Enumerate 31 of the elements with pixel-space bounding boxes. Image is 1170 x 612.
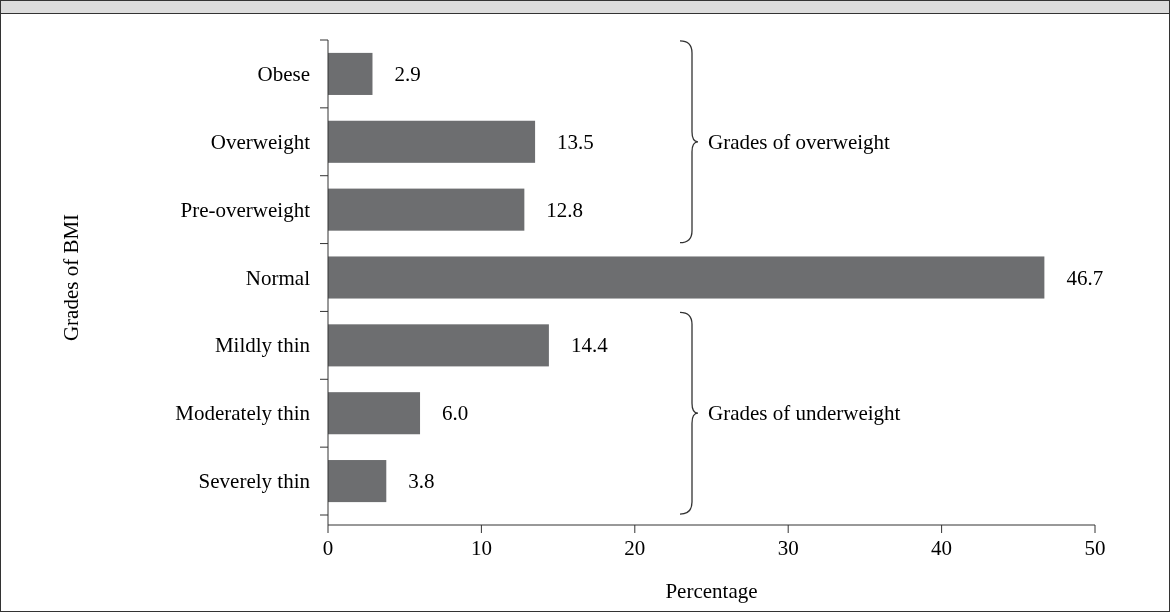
x-tick-label: 30 xyxy=(777,536,799,560)
data-label: 6.0 xyxy=(442,401,469,426)
y-tick-label: Pre-overweight xyxy=(180,197,311,222)
annotation: Grades of overweight xyxy=(708,129,891,154)
y-tick-label: Normal xyxy=(245,265,311,290)
y-axis-title: Grades of BMI xyxy=(59,213,83,342)
annotation: Grades of underweight xyxy=(708,401,901,426)
x-axis-title: Percentage xyxy=(665,579,758,603)
bar xyxy=(328,120,536,163)
x-tick-label: 50 xyxy=(1084,536,1106,560)
data-label: 12.8 xyxy=(546,197,584,222)
x-tick-label: 20 xyxy=(624,536,646,560)
data-label: 3.8 xyxy=(408,469,435,494)
y-tick-label: Overweight xyxy=(210,129,311,154)
y-tick-label: Mildly thin xyxy=(214,333,311,358)
bar xyxy=(328,460,387,503)
bar xyxy=(328,52,373,95)
bar xyxy=(328,256,1045,299)
x-tick-label: 0 xyxy=(322,536,334,560)
y-tick-label: Severely thin xyxy=(198,469,311,494)
bar xyxy=(328,324,549,367)
y-tick-label: Moderately thin xyxy=(175,401,311,426)
data-label: 14.4 xyxy=(570,333,609,358)
x-tick-label: 40 xyxy=(931,536,953,560)
bar xyxy=(328,392,421,435)
x-tick-label: 10 xyxy=(470,536,492,560)
data-label: 46.7 xyxy=(1066,265,1104,290)
bar xyxy=(328,188,525,231)
y-tick-label: Obese xyxy=(257,61,310,86)
data-label: 13.5 xyxy=(557,129,594,154)
data-label: 2.9 xyxy=(394,61,421,86)
